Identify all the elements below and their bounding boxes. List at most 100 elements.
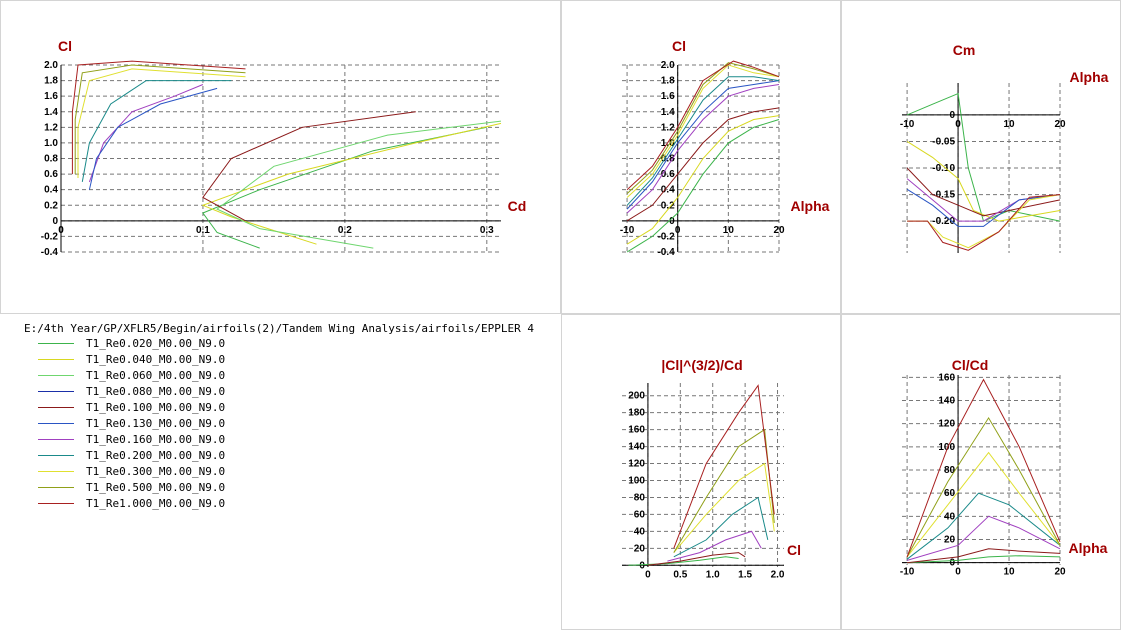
x-tick-label: 10 [1003,119,1015,130]
x-tick-label: 20 [1054,119,1066,130]
x-tick-label: 0 [58,225,64,236]
y-tick-label: 2.0 [661,60,675,71]
series-line [88,84,204,183]
series-line [626,62,780,194]
series-line [74,64,246,175]
y-tick-label: 40 [634,526,646,537]
x-tick-label: -10 [620,225,635,236]
y-tick-label: 160 [628,425,645,436]
cl-alpha-chart: -10 0 10 20-0.4-0.200.20.40.60.81.01.21.41.… [620,38,830,258]
y-tick-label: 1.2 [661,122,675,133]
y-tick-label: -0.15 [932,190,955,201]
y-axis-title: Cl/Cd [952,357,989,373]
series-line [626,115,780,245]
x-tick-label: 0.1 [196,225,210,236]
x-tick-label: 0 [955,567,961,578]
y-tick-label: -0.2 [41,231,59,242]
series-line [907,194,1061,251]
legend-label: T1_Re0.200_M0.00_N9.0 [86,449,226,462]
series-line [906,492,1061,560]
legend: E:/4th Year/GP/XFLR5/Begin/airfoils(2)/T… [24,322,559,512]
legend-label: T1_Re0.020_M0.00_N9.0 [86,337,226,350]
y-tick-label: 0 [950,558,956,569]
y-tick-label: 0 [52,216,58,227]
y-axis-title: Cm [953,42,976,58]
series-line [907,548,1061,564]
glide-panel: -10 0 10 20 0 20 40 60 80 100 120 140 160 Cl/Cd Alpha [841,314,1121,630]
x-tick-label: 0 [675,225,681,236]
y-tick-label: 80 [944,465,956,476]
series-line [626,84,780,214]
series-line [628,556,739,566]
y-tick-label: -0.05 [932,136,955,147]
cm-alpha-panel: -10 0 10 20 0 -0.05 -0.10 -0.15 -0.20 Cm Alpha [841,0,1121,314]
x-tick-label: 1.0 [706,569,720,580]
polar-chart: 0 0.1 0.2 0.3-0.4-0.200.20.40.60.81.01.21.4… [41,38,527,258]
y-tick-label: 2.0 [44,60,58,71]
series-line [906,167,1061,217]
legend-item: T1_Re0.160_M0.00_N9.0 [24,432,559,448]
y-tick-label: 0.4 [44,185,58,196]
legend-label: T1_Re0.130_M0.00_N9.0 [86,417,226,430]
series-line [906,515,1061,561]
legend-path: E:/4th Year/GP/XFLR5/Begin/airfoils(2)/T… [24,322,534,335]
y-tick-label: 1.0 [661,138,675,149]
legend-label: T1_Re0.160_M0.00_N9.0 [86,433,226,446]
legend-item: T1_Re1.000_M0.00_N9.0 [24,496,559,512]
x-tick-label: 10 [723,225,735,236]
y-axis-title: Cl [672,38,686,54]
x-tick-label: -10 [900,119,915,130]
series-line [626,107,780,222]
legend-label: T1_Re0.300_M0.00_N9.0 [86,465,226,478]
x-axis-title: Alpha [1069,540,1108,556]
series-line [626,64,780,198]
legend-item: T1_Re0.080_M0.00_N9.0 [24,384,559,400]
series-line [906,140,1061,222]
legend-item: T1_Re0.300_M0.00_N9.0 [24,464,559,480]
legend-swatch [38,375,74,376]
series-line [88,87,218,190]
y-axis-title: Cl [58,38,72,54]
y-tick-label: 1.6 [44,91,58,102]
legend-item: T1_Re0.100_M0.00_N9.0 [24,400,559,416]
y-tick-label: -0.20 [932,216,955,227]
legend-swatch [38,471,74,472]
series-line [667,530,762,562]
x-axis-title: Alpha [791,198,830,214]
y-tick-label: 0 [669,216,675,227]
x-tick-label: 10 [1003,567,1015,578]
y-tick-label: 1.8 [661,76,675,87]
y-tick-label: 0.6 [44,169,58,180]
legend-item: T1_Re0.020_M0.00_N9.0 [24,336,559,352]
y-tick-label: 120 [938,419,955,430]
series-line [626,60,780,191]
series-line [216,120,502,249]
x-tick-label: 0.2 [338,225,352,236]
x-tick-label: 20 [773,225,785,236]
y-tick-label: 100 [938,442,955,453]
endurance-chart: 0 0.5 1.0 1.5 2.0 0 20 40 60 80 100 120 140 160 180 200… [622,357,801,580]
y-tick-label: 1.4 [661,107,675,118]
legend-item: T1_Re0.130_M0.00_N9.0 [24,416,559,432]
y-tick-label: -0.4 [657,247,675,258]
x-axis-title: Cl [787,542,801,558]
y-tick-label: -0.2 [657,231,675,242]
series-line [201,122,502,245]
series-line [673,384,775,549]
legend-label: T1_Re0.080_M0.00_N9.0 [86,385,226,398]
y-tick-label: -0.10 [932,163,955,174]
legend-swatch [38,487,74,488]
x-axis-title: Alpha [1070,69,1109,85]
x-tick-label: 0.3 [480,225,494,236]
series-line [77,68,246,178]
series-line [907,555,1061,564]
legend-swatch [38,503,74,504]
y-tick-label: 100 [628,476,645,487]
y-tick-label: 200 [628,391,645,402]
cl-alpha-panel: -10 0 10 20 -0.4 -0.2 0 0.2 0.4 0.6 0.8 1.0 1.2 1.4 1.… [561,0,841,314]
series-line [202,126,487,249]
y-tick-label: -0.4 [41,247,59,258]
series-line [626,119,780,253]
